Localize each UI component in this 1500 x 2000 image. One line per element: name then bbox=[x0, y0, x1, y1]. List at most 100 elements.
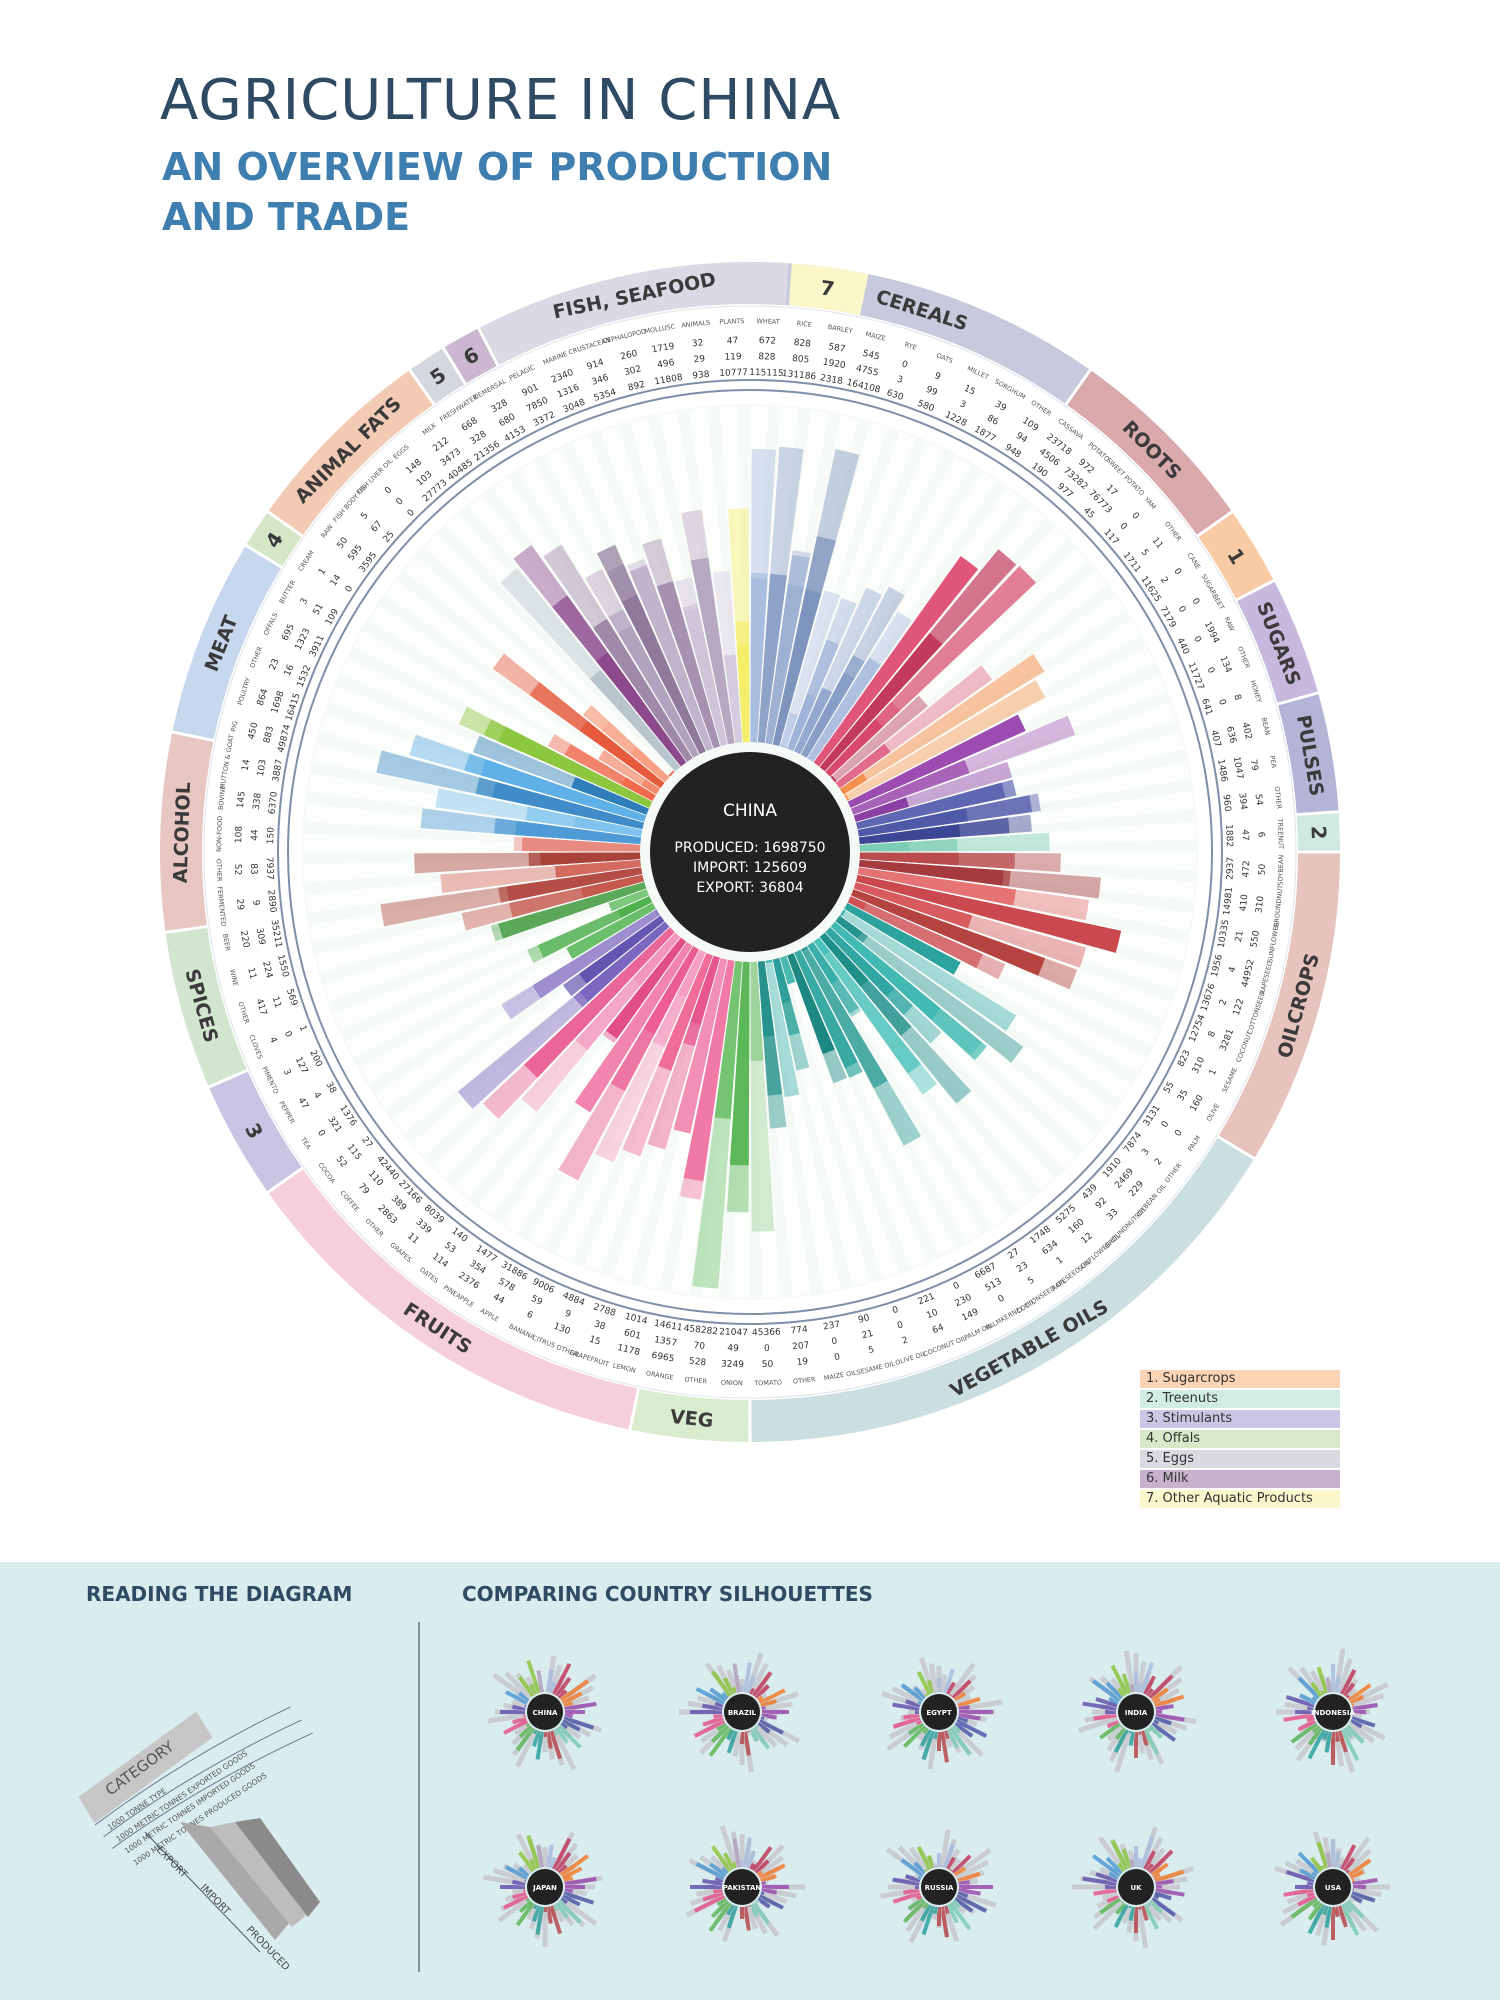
silhouette-bar bbox=[546, 1844, 554, 1868]
silhouette-bar bbox=[946, 1681, 956, 1696]
legend: 1. Sugarcrops 2. Treenuts 3. Stimulants … bbox=[1140, 1370, 1340, 1510]
silhouette-bar bbox=[1320, 1689, 1326, 1696]
item-value-label: 417 bbox=[254, 998, 269, 1017]
silhouette-bar bbox=[549, 1730, 563, 1760]
item-value-label: 0 bbox=[1190, 597, 1202, 607]
silhouette-bar bbox=[563, 1701, 574, 1708]
silhouette-bar bbox=[551, 1728, 577, 1771]
item-value-label: SOYBEAN bbox=[1276, 855, 1285, 886]
category-band bbox=[1067, 370, 1232, 535]
bar-export bbox=[853, 882, 973, 929]
item-value-label: 260 bbox=[620, 349, 639, 363]
country-silhouette: UK bbox=[1072, 1826, 1194, 1949]
item-value-label: 15 bbox=[588, 1335, 602, 1348]
silhouette-bar bbox=[1347, 1721, 1375, 1744]
item-value-label: OTHER bbox=[1163, 1161, 1183, 1184]
item-value-label: CASSAVA bbox=[1056, 417, 1085, 442]
silhouette-bar bbox=[946, 1903, 959, 1924]
item-value-label: 0 bbox=[997, 1293, 1007, 1305]
item-value-label: TEA bbox=[298, 1135, 312, 1151]
bar-export bbox=[579, 921, 670, 1002]
item-value-label: OLIVE OIL bbox=[894, 1350, 927, 1367]
silhouette-bar bbox=[1129, 1684, 1135, 1693]
item-value-label: 148 bbox=[405, 457, 425, 476]
silhouette-bar bbox=[512, 1716, 527, 1725]
item-value-label: 1 bbox=[297, 1024, 308, 1033]
item-value-label: 892 bbox=[627, 380, 646, 394]
item-value-label: 115115 bbox=[749, 368, 784, 379]
item-value-label: 0 bbox=[764, 1344, 770, 1354]
silhouette-bar bbox=[1148, 1899, 1163, 1914]
silhouette-bar bbox=[888, 1718, 923, 1740]
silhouette-center bbox=[921, 1694, 957, 1730]
silhouette-bar bbox=[515, 1727, 535, 1752]
silhouette-bar bbox=[948, 1662, 976, 1698]
item-value-label: MARINE bbox=[542, 350, 569, 367]
silhouette-bar bbox=[1309, 1669, 1327, 1696]
silhouette-bar bbox=[561, 1719, 581, 1732]
silhouette-bar bbox=[916, 1670, 932, 1696]
silhouette-bar bbox=[518, 1851, 535, 1872]
bar-export bbox=[589, 669, 681, 772]
item-value-label: 19 bbox=[796, 1357, 809, 1368]
item-value-label: 1 bbox=[317, 567, 329, 577]
item-value-label: CEPHALOPOD bbox=[602, 327, 647, 345]
item-value-label: 29 bbox=[693, 354, 706, 365]
country-silhouette: PAKISTAN bbox=[685, 1825, 805, 1942]
silhouette-bar bbox=[1154, 1694, 1185, 1708]
silhouette-bar bbox=[512, 1704, 526, 1711]
stripe bbox=[779, 422, 888, 748]
bar-export bbox=[492, 781, 644, 830]
item-value-label: 224 bbox=[260, 960, 274, 979]
bar-export bbox=[654, 909, 660, 917]
item-value-label: MAIZE OIL bbox=[823, 1369, 858, 1383]
silhouette-bar bbox=[503, 1894, 529, 1910]
silhouette-bar bbox=[1146, 1727, 1152, 1733]
item-value-label: 309 bbox=[254, 927, 267, 946]
item-value-label: 35211 bbox=[268, 919, 283, 949]
stripe bbox=[853, 702, 1177, 820]
country-silhouette: RUSSIA bbox=[880, 1829, 997, 1944]
item-value-label: 2937 bbox=[1225, 857, 1236, 880]
item-value-label: 472 bbox=[1242, 860, 1253, 878]
silhouette-bar bbox=[504, 1671, 533, 1700]
silhouette-bar bbox=[1093, 1888, 1117, 1896]
silhouette-bar bbox=[1154, 1716, 1172, 1726]
item-value-label: 668 bbox=[460, 416, 480, 434]
silhouette-bar bbox=[954, 1691, 967, 1702]
silhouette-bar bbox=[928, 1663, 939, 1693]
item-value-label: 14 bbox=[241, 758, 253, 771]
item-value-label: 14 bbox=[329, 573, 344, 588]
silhouette-bar bbox=[564, 1876, 597, 1886]
item-value-label: 2 bbox=[1158, 575, 1170, 585]
category-band bbox=[751, 1137, 1254, 1442]
silhouette-bar bbox=[905, 1699, 921, 1708]
item-value-label: SESAME bbox=[1220, 1066, 1239, 1094]
silhouette-bar bbox=[1151, 1722, 1177, 1742]
silhouette-bar bbox=[1299, 1693, 1317, 1705]
bar-produced bbox=[835, 915, 1024, 1063]
item-value-label: 108 bbox=[234, 826, 245, 844]
silhouette-bar bbox=[940, 1906, 949, 1938]
silhouette-bar bbox=[955, 1894, 988, 1913]
stripe bbox=[835, 570, 1108, 787]
item-value-label: 9 bbox=[250, 899, 261, 906]
item-value-label: 695 bbox=[280, 623, 296, 643]
silhouette-bar bbox=[1325, 1852, 1332, 1868]
bar-export bbox=[757, 573, 787, 743]
item-value-label: NON-FOOD bbox=[215, 816, 224, 852]
item-value-label: 914 bbox=[586, 358, 606, 373]
silhouette-bar bbox=[1351, 1716, 1376, 1728]
item-value-label: 8 bbox=[1207, 1030, 1219, 1039]
silhouette-bar bbox=[1283, 1888, 1314, 1897]
silhouette-bar bbox=[946, 1856, 956, 1871]
bar-export bbox=[825, 718, 884, 777]
silhouette-bar bbox=[955, 1719, 988, 1738]
silhouette-bar bbox=[1137, 1858, 1143, 1868]
item-value-label: 338 bbox=[252, 792, 264, 810]
stripe bbox=[775, 957, 871, 1287]
silhouette-bar bbox=[511, 1699, 527, 1709]
silhouette-bar bbox=[713, 1888, 723, 1894]
silhouette-bar bbox=[892, 1877, 920, 1886]
silhouette-bar bbox=[951, 1679, 972, 1700]
